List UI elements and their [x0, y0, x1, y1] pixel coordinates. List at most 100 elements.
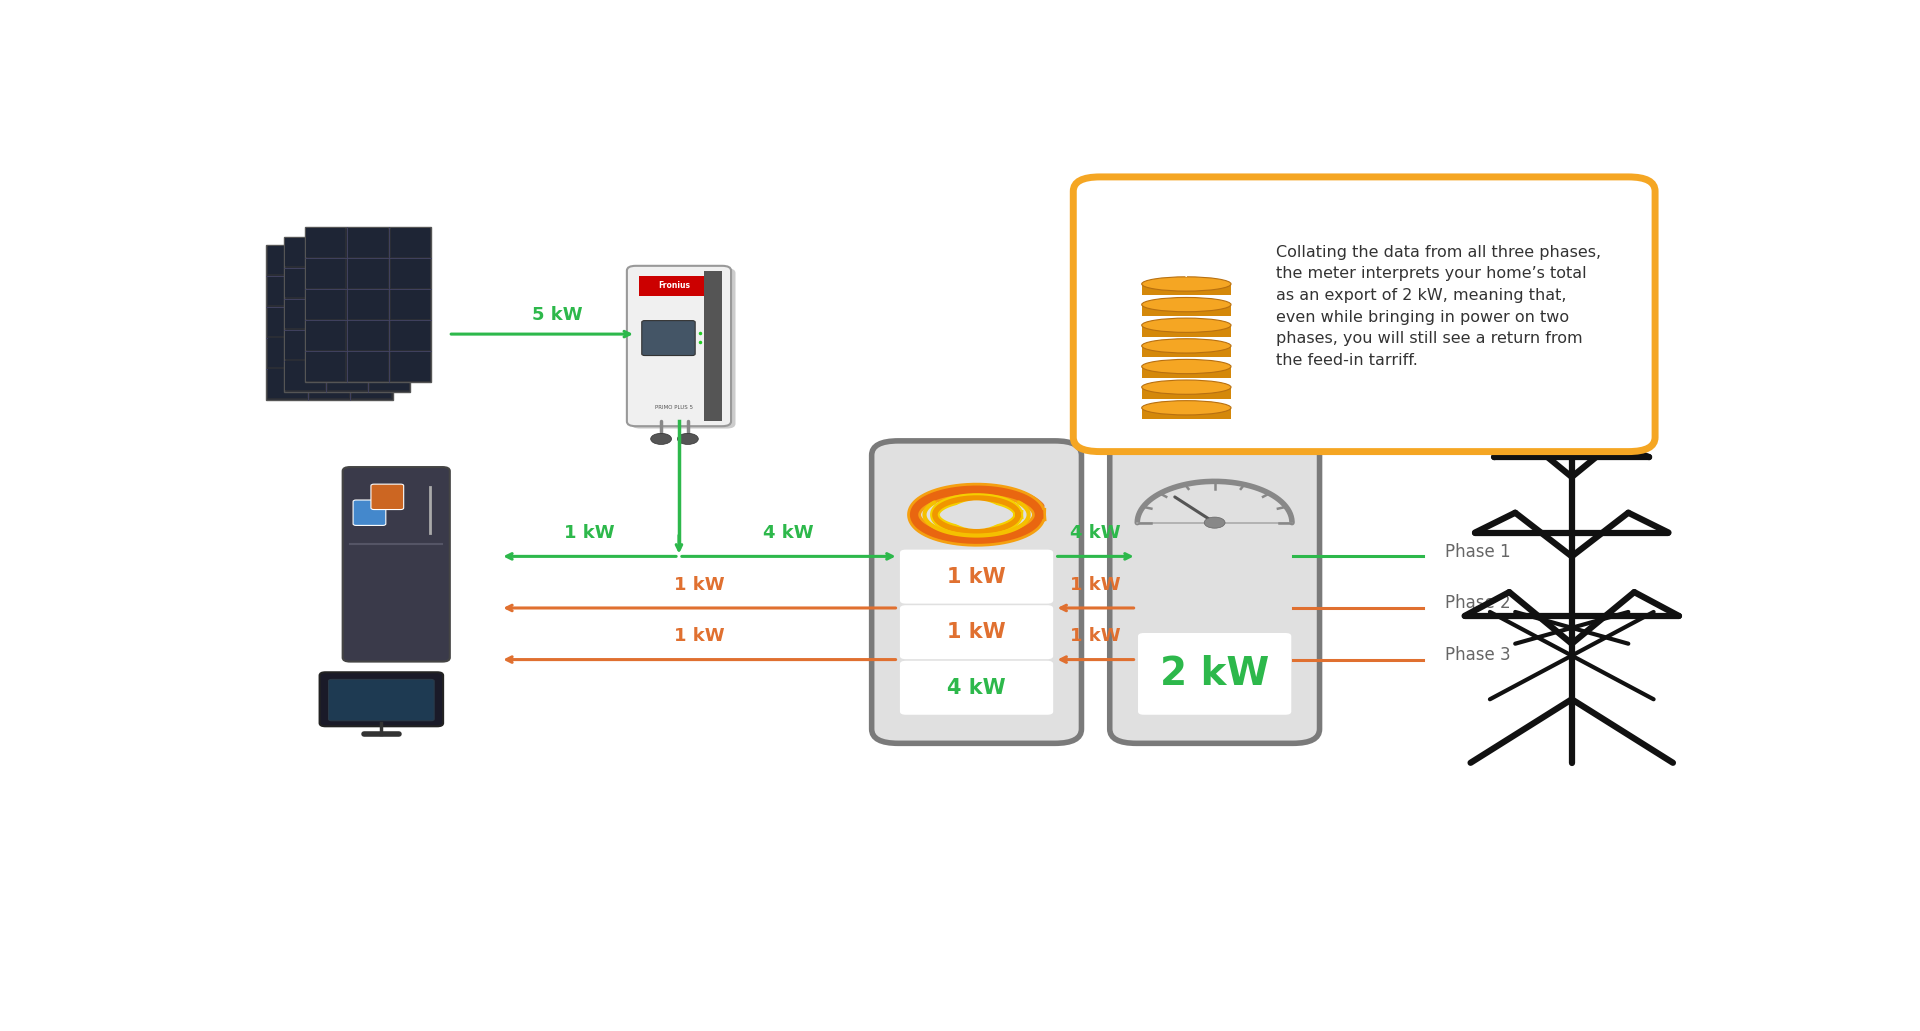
Ellipse shape: [1142, 380, 1231, 394]
FancyBboxPatch shape: [1110, 441, 1319, 743]
FancyBboxPatch shape: [309, 307, 349, 336]
FancyBboxPatch shape: [390, 228, 430, 257]
Text: 2 kW: 2 kW: [1160, 655, 1269, 693]
FancyBboxPatch shape: [305, 227, 432, 383]
FancyBboxPatch shape: [351, 307, 392, 336]
Text: 1 kW: 1 kW: [947, 567, 1006, 587]
FancyBboxPatch shape: [328, 331, 367, 359]
FancyBboxPatch shape: [319, 672, 444, 726]
FancyBboxPatch shape: [371, 237, 409, 266]
FancyBboxPatch shape: [351, 276, 392, 305]
Text: Phase 2: Phase 2: [1446, 594, 1511, 612]
Text: Collating the data from all three phases,
the meter interprets your home’s total: Collating the data from all three phases…: [1275, 244, 1601, 368]
FancyBboxPatch shape: [900, 661, 1054, 714]
FancyBboxPatch shape: [348, 352, 388, 380]
Text: $: $: [1181, 261, 1192, 278]
Text: 1 kW: 1 kW: [674, 627, 724, 645]
FancyBboxPatch shape: [286, 331, 324, 359]
FancyBboxPatch shape: [371, 331, 409, 359]
Ellipse shape: [1142, 401, 1231, 414]
FancyBboxPatch shape: [267, 244, 392, 400]
Text: 1 kW: 1 kW: [947, 622, 1006, 642]
Text: 5 kW: 5 kW: [532, 306, 582, 324]
Text: 4 kW: 4 kW: [1069, 524, 1121, 542]
FancyBboxPatch shape: [305, 228, 346, 257]
FancyBboxPatch shape: [900, 605, 1054, 659]
FancyBboxPatch shape: [309, 369, 349, 398]
Circle shape: [950, 500, 1004, 529]
FancyBboxPatch shape: [286, 362, 324, 390]
Text: 1 kW: 1 kW: [564, 524, 614, 542]
FancyBboxPatch shape: [371, 485, 403, 509]
Text: 4 kW: 4 kW: [764, 524, 814, 542]
FancyBboxPatch shape: [626, 266, 732, 426]
FancyBboxPatch shape: [705, 270, 722, 422]
FancyBboxPatch shape: [632, 268, 735, 429]
FancyBboxPatch shape: [286, 269, 324, 297]
Ellipse shape: [1142, 276, 1231, 291]
FancyBboxPatch shape: [328, 679, 434, 721]
FancyBboxPatch shape: [1142, 325, 1231, 336]
FancyBboxPatch shape: [267, 369, 307, 398]
FancyBboxPatch shape: [309, 276, 349, 305]
FancyBboxPatch shape: [371, 362, 409, 390]
FancyBboxPatch shape: [900, 550, 1054, 603]
Text: 4 kW: 4 kW: [947, 677, 1006, 698]
Circle shape: [678, 433, 699, 444]
Ellipse shape: [1142, 319, 1231, 332]
Text: 1 kW: 1 kW: [674, 575, 724, 594]
Text: Fronius: Fronius: [659, 281, 691, 290]
FancyBboxPatch shape: [348, 259, 388, 288]
FancyBboxPatch shape: [348, 228, 388, 257]
FancyBboxPatch shape: [267, 276, 307, 305]
FancyBboxPatch shape: [309, 245, 349, 274]
Text: Phase 3: Phase 3: [1446, 645, 1511, 664]
FancyBboxPatch shape: [351, 245, 392, 274]
FancyBboxPatch shape: [267, 245, 307, 274]
Text: 1 kW: 1 kW: [1069, 575, 1121, 594]
FancyBboxPatch shape: [639, 276, 705, 296]
FancyBboxPatch shape: [872, 441, 1081, 743]
FancyBboxPatch shape: [353, 500, 386, 526]
FancyBboxPatch shape: [1142, 367, 1231, 378]
FancyBboxPatch shape: [305, 259, 346, 288]
FancyBboxPatch shape: [1142, 388, 1231, 399]
FancyBboxPatch shape: [351, 338, 392, 367]
FancyBboxPatch shape: [390, 259, 430, 288]
FancyBboxPatch shape: [309, 338, 349, 367]
FancyBboxPatch shape: [305, 352, 346, 380]
FancyBboxPatch shape: [1142, 304, 1231, 315]
FancyBboxPatch shape: [1142, 345, 1231, 357]
Ellipse shape: [1142, 360, 1231, 373]
FancyBboxPatch shape: [641, 321, 695, 356]
FancyBboxPatch shape: [390, 352, 430, 380]
FancyBboxPatch shape: [351, 369, 392, 398]
FancyBboxPatch shape: [267, 338, 307, 367]
Circle shape: [1204, 518, 1225, 528]
FancyBboxPatch shape: [1142, 284, 1231, 295]
Text: 1 kW: 1 kW: [1069, 627, 1121, 645]
FancyBboxPatch shape: [328, 362, 367, 390]
FancyBboxPatch shape: [371, 269, 409, 297]
FancyBboxPatch shape: [328, 237, 367, 266]
Ellipse shape: [1142, 298, 1231, 311]
FancyBboxPatch shape: [305, 290, 346, 319]
FancyBboxPatch shape: [1073, 177, 1655, 452]
FancyBboxPatch shape: [328, 269, 367, 297]
FancyBboxPatch shape: [267, 307, 307, 336]
Circle shape: [651, 433, 672, 444]
FancyBboxPatch shape: [286, 237, 324, 266]
FancyBboxPatch shape: [348, 290, 388, 319]
Text: Phase 1: Phase 1: [1446, 542, 1511, 561]
FancyBboxPatch shape: [390, 321, 430, 350]
FancyBboxPatch shape: [342, 467, 449, 662]
FancyBboxPatch shape: [286, 300, 324, 328]
FancyBboxPatch shape: [1139, 633, 1292, 714]
Ellipse shape: [1142, 339, 1231, 353]
FancyBboxPatch shape: [1142, 408, 1231, 420]
FancyBboxPatch shape: [348, 321, 388, 350]
FancyBboxPatch shape: [284, 237, 411, 392]
Text: PRIMO PLUS 5: PRIMO PLUS 5: [655, 404, 693, 409]
FancyBboxPatch shape: [390, 290, 430, 319]
FancyBboxPatch shape: [371, 300, 409, 328]
